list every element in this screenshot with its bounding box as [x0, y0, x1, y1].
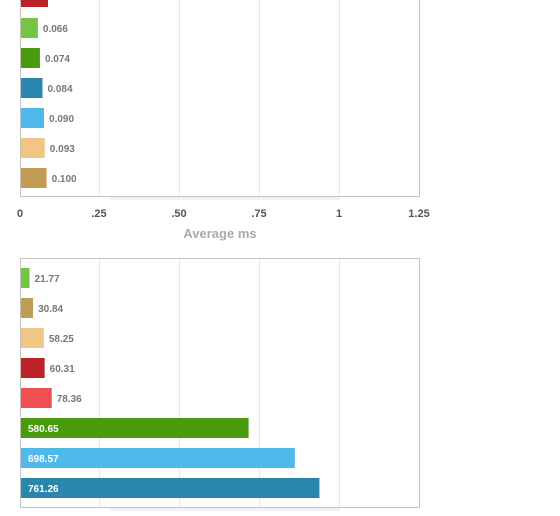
x-tick-label: .50: [171, 208, 186, 220]
x-tick-label: 0: [17, 208, 23, 220]
data-label: 0.074: [45, 54, 70, 65]
bar[interactable]: [21, 448, 295, 468]
data-label: 30.84: [38, 304, 63, 315]
data-label: 0.066: [43, 24, 68, 35]
bar[interactable]: [21, 298, 34, 318]
bar[interactable]: [21, 358, 45, 378]
bar[interactable]: [21, 268, 30, 288]
bar[interactable]: [21, 108, 45, 128]
x-tick-label: .25: [91, 208, 106, 220]
data-label: 761.26: [28, 484, 59, 495]
panel-shadow: [110, 197, 340, 200]
x-axis-title: Average ms: [183, 226, 256, 241]
data-label: 0.090: [49, 114, 74, 125]
bar[interactable]: [21, 388, 52, 408]
bar[interactable]: [21, 48, 40, 68]
data-label: 0.093: [50, 144, 75, 155]
bar[interactable]: [21, 78, 43, 98]
x-tick-label: .75: [251, 208, 266, 220]
x-tick-label: 1.25: [408, 208, 429, 220]
plot-frame-1: [20, 258, 420, 508]
bar[interactable]: [21, 168, 47, 188]
data-label: 21.77: [35, 274, 60, 285]
data-label: 78.36: [57, 394, 82, 405]
data-label: 58.25: [49, 334, 74, 345]
bar[interactable]: [21, 138, 45, 158]
panel-shadow: [110, 508, 340, 511]
bar[interactable]: [21, 478, 320, 498]
bar[interactable]: [21, 328, 44, 348]
data-label: 698.57: [28, 454, 59, 465]
x-tick-label: 1: [336, 208, 342, 220]
data-label: 60.31: [50, 364, 75, 375]
data-label: 0.084: [48, 84, 73, 95]
data-label: 580.65: [28, 424, 59, 435]
data-label: 0.100: [52, 174, 77, 185]
bar[interactable]: [21, 18, 38, 38]
bar[interactable]: [21, 418, 249, 438]
bar-partial[interactable]: [21, 0, 48, 7]
plot-frame-0: [20, 0, 420, 197]
